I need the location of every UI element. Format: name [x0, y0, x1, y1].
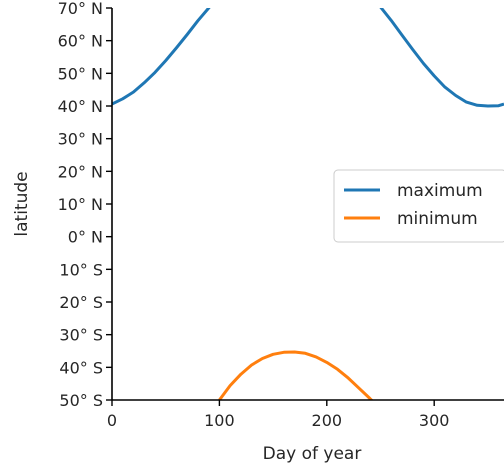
y-tick-label: 30° S: [59, 326, 103, 345]
y-axis-label: latitude: [12, 171, 32, 236]
legend-label-minimum: minimum: [397, 209, 478, 229]
y-tick-label: 40° S: [59, 358, 103, 377]
x-axis-label: Day of year: [263, 444, 362, 464]
series-line-minimum: [218, 350, 374, 400]
y-tick-label: 10° S: [59, 260, 103, 279]
x-tick-label: 0: [107, 411, 117, 430]
legend-label-maximum: maximum: [397, 181, 483, 201]
series-line-maximum: [112, 8, 504, 108]
x-tick-label: 200: [312, 411, 343, 430]
x-tick-label: 300: [419, 411, 450, 430]
legend-box: [333, 169, 504, 243]
y-tick-label: 0° N: [68, 228, 103, 247]
x-tick-label: 100: [204, 411, 235, 430]
legend: maximum minimum: [333, 169, 504, 243]
y-tick-label: 50° S: [59, 391, 103, 410]
y-tick-label: 20° N: [58, 162, 103, 181]
y-tick-label: 50° N: [58, 64, 103, 83]
y-tick-label: 60° N: [58, 32, 103, 51]
y-tick-label: 40° N: [58, 97, 103, 116]
y-tick-label: 10° N: [58, 195, 103, 214]
y-tick-label: 20° S: [59, 293, 103, 312]
y-tick-label: 70° N: [58, 0, 103, 18]
y-tick-label: 30° N: [58, 130, 103, 149]
